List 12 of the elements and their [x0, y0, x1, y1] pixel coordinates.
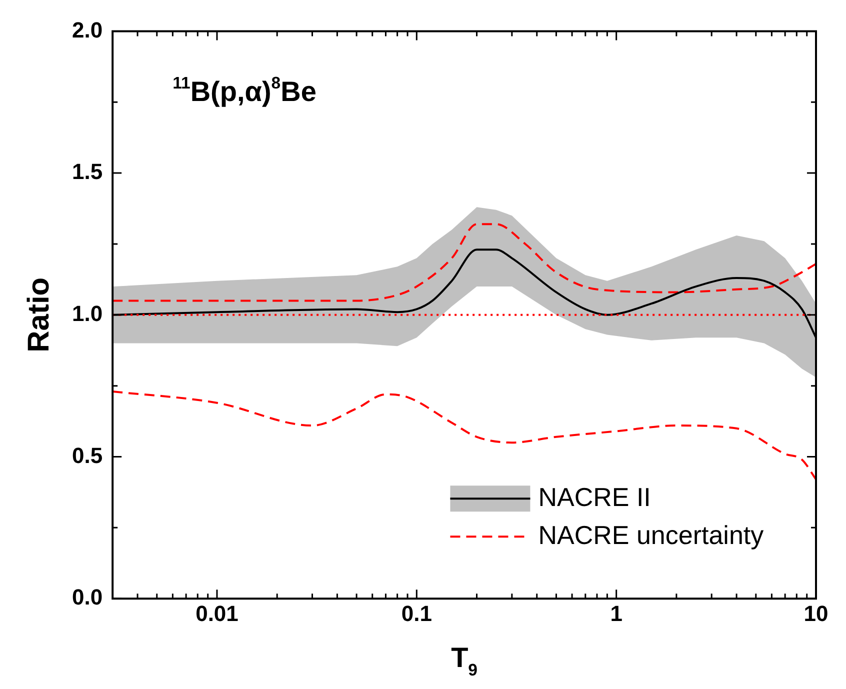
x-tick-label: 0.01: [196, 600, 238, 626]
y-tick-label: 0.5: [72, 442, 103, 468]
y-tick-label: 2.0: [72, 17, 103, 42]
y-tick-label: 1.0: [72, 300, 103, 326]
x-tick-label: 10: [804, 600, 828, 626]
x-tick-label: 0.1: [401, 600, 432, 626]
y-axis-title: Ratio: [22, 277, 56, 352]
y-tick-label: 1.5: [72, 159, 103, 184]
legend-label: NACRE II: [538, 482, 651, 512]
x-tick-label: 1: [610, 600, 622, 626]
y-tick-label: 0.0: [72, 584, 103, 610]
legend-label: NACRE uncertainty: [538, 520, 764, 550]
